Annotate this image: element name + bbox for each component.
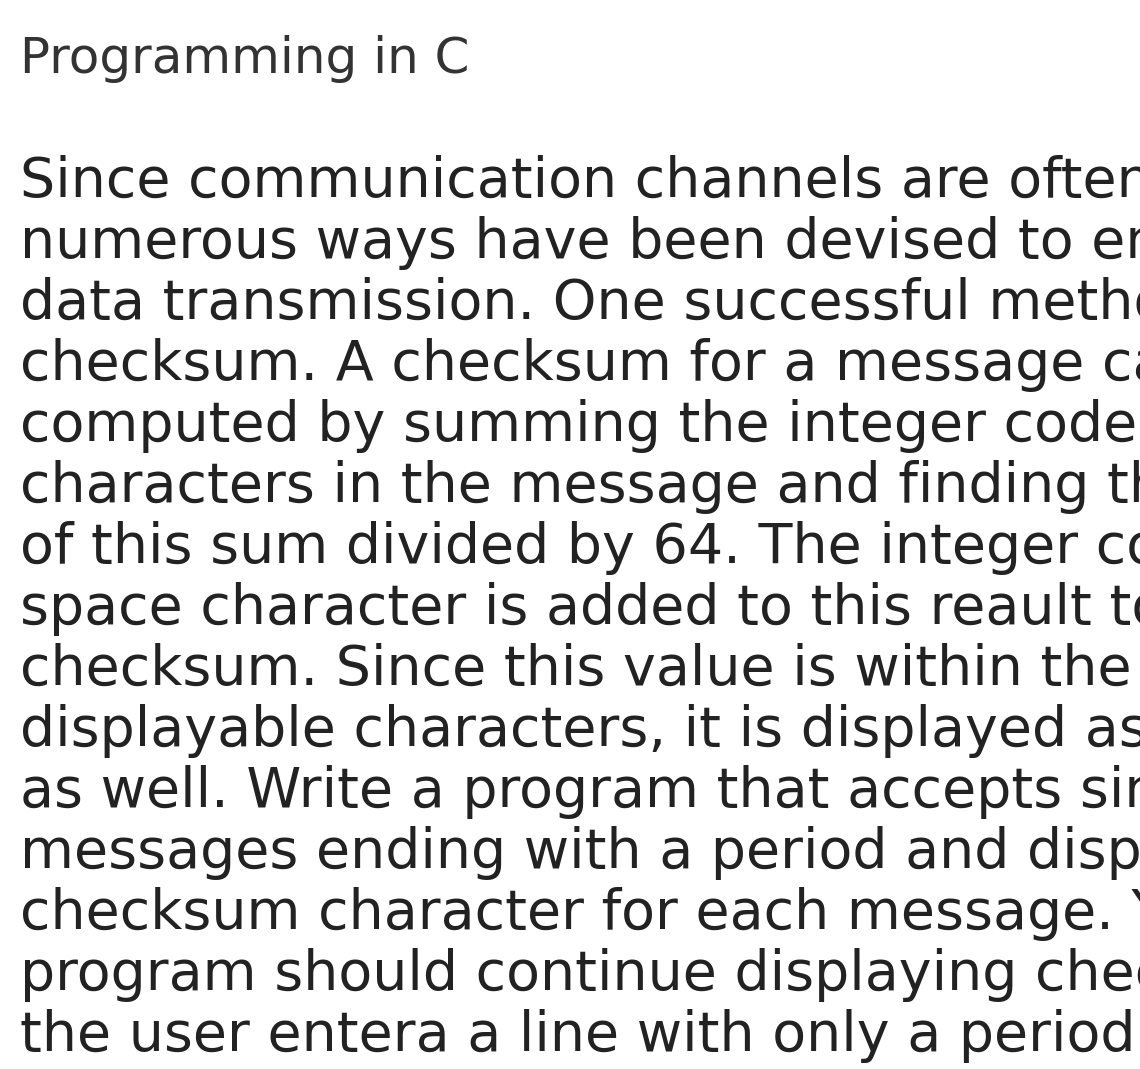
Text: numerous ways have been devised to ensure reliable: numerous ways have been devised to ensur… xyxy=(21,216,1140,270)
Text: as well. Write a program that accepts single-line: as well. Write a program that accepts si… xyxy=(21,765,1140,819)
Text: checksum. Since this value is within the range of the: checksum. Since this value is within the… xyxy=(21,642,1140,697)
Text: Programming in C: Programming in C xyxy=(21,35,470,83)
Text: the user entera a line with only a period.: the user entera a line with only a perio… xyxy=(21,1009,1140,1063)
Text: computed by summing the integer codes of the: computed by summing the integer codes of… xyxy=(21,399,1140,453)
Text: space character is added to this reault to obtain the: space character is added to this reault … xyxy=(21,582,1140,636)
Text: messages ending with a period and displays the: messages ending with a period and displa… xyxy=(21,826,1140,880)
Text: displayable characters, it is displayed as a character: displayable characters, it is displayed … xyxy=(21,704,1140,758)
Text: Since communication channels are often noisy,: Since communication channels are often n… xyxy=(21,155,1140,210)
Text: data transmission. One successful method uses a: data transmission. One successful method… xyxy=(21,277,1140,331)
Text: checksum character for each message. Your: checksum character for each message. You… xyxy=(21,887,1140,941)
Text: checksum. A checksum for a message can be: checksum. A checksum for a message can b… xyxy=(21,338,1140,392)
Text: characters in the message and finding the remainer: characters in the message and finding th… xyxy=(21,460,1140,514)
Text: of this sum divided by 64. The integer code for a: of this sum divided by 64. The integer c… xyxy=(21,521,1140,575)
Text: program should continue displaying checksums until: program should continue displaying check… xyxy=(21,948,1140,1002)
